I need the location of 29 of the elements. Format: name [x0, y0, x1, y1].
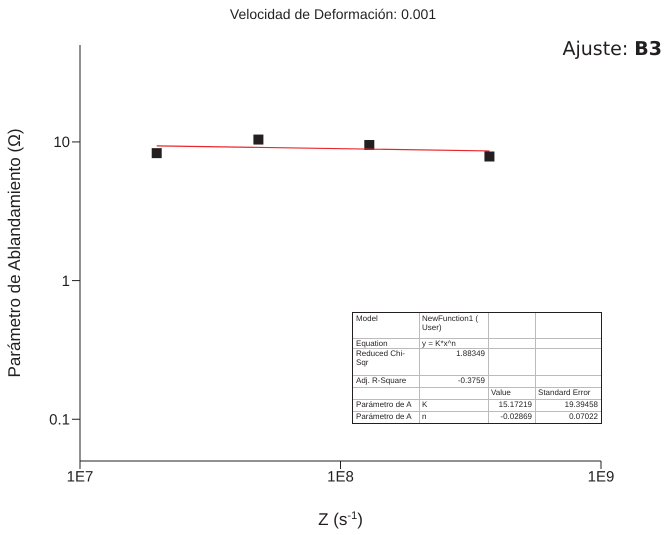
- annotation: Parámetro de A: [356, 412, 413, 421]
- annotation: K: [422, 400, 428, 409]
- annotation: 1.88349: [455, 349, 485, 358]
- annotation: y = K*x^n: [422, 339, 457, 348]
- y-tick-label: 0.1: [49, 412, 70, 429]
- y-axis-title: Parámetro de Ablandamiento (Ω): [5, 128, 24, 378]
- annotation: 15.17219: [498, 400, 532, 409]
- annotation: Parámetro de A: [356, 400, 413, 409]
- y-tick-label: 10: [53, 134, 70, 152]
- x-tick-label: 1E9: [588, 468, 614, 486]
- x-tick-label: 1E7: [66, 468, 94, 486]
- annotation: Value: [491, 388, 512, 397]
- annotation: -0.02869: [499, 412, 532, 421]
- chart-title: Velocidad de Deformación: 0.001: [228, 6, 438, 22]
- annotation: -0.3759: [456, 376, 485, 385]
- annotation: Ajuste:: [562, 38, 628, 60]
- annotation: Equation: [356, 339, 389, 348]
- annotation: NewFunction1 ( User): [422, 314, 480, 332]
- x-axis-title: Z (s$^{-1}$): [318, 510, 363, 529]
- annotation: 0.07022: [568, 412, 598, 421]
- annotation: 19.39458: [564, 400, 598, 409]
- text: B3: [634, 38, 662, 60]
- x-tick-label: 1E8: [327, 468, 354, 486]
- annotation: n: [422, 412, 428, 421]
- annotation: Adj. R-Square: [356, 376, 408, 385]
- annotation: Reduced Chi-Sqr: [356, 349, 406, 367]
- y-tick-label: 1: [62, 272, 70, 290]
- annotation: Standard Error: [538, 388, 592, 397]
- annotation: Model: [356, 314, 379, 323]
